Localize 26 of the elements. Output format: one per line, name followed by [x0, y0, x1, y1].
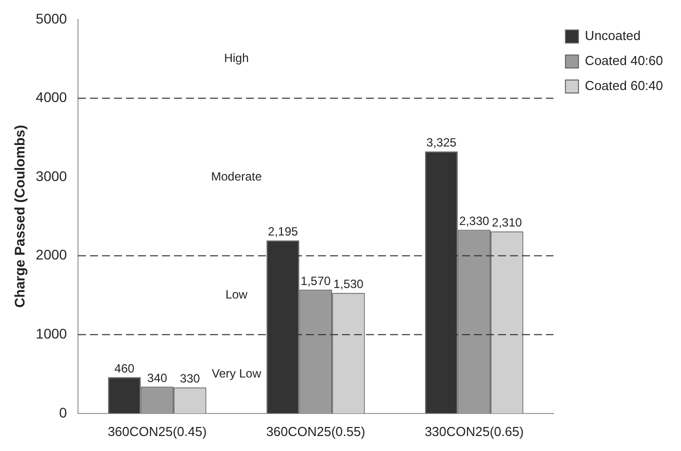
data-label: 2,310 [492, 216, 522, 230]
data-label: 2,195 [268, 224, 298, 239]
x-tick-label: 360CON25(0.55) [266, 424, 366, 439]
y-tick-label: 4000 [36, 89, 68, 106]
data-label: 330 [180, 372, 200, 386]
legend-label: Coated 40:60 [584, 53, 664, 68]
x-tick-label: 360CON25(0.45) [108, 424, 207, 439]
y-tick-label: 5000 [36, 10, 68, 26]
annotation: Very Low [212, 366, 262, 380]
y-tick-label: 1000 [36, 325, 68, 342]
data-label: 340 [147, 370, 168, 385]
annotation: Moderate [211, 169, 262, 184]
data-label: 2,330 [459, 214, 490, 228]
legend-label: Coated 60:40 [584, 78, 664, 94]
annotation: Low [225, 288, 248, 302]
y-axis-title: Charge Passed (Coulombs) [11, 124, 28, 308]
data-label: 1,530 [333, 277, 364, 292]
y-tick-label: 3000 [36, 168, 68, 184]
data-label: 1,570 [300, 274, 332, 288]
y-tick-label: 2000 [36, 246, 68, 263]
legend-label: Uncoated [584, 28, 641, 44]
data-label: 3,325 [426, 136, 457, 150]
annotation: High [224, 51, 249, 66]
data-label: 460 [114, 361, 135, 376]
y-tick-label: 0 [59, 404, 68, 420]
x-tick-label: 330CON25(0.65) [424, 424, 524, 439]
